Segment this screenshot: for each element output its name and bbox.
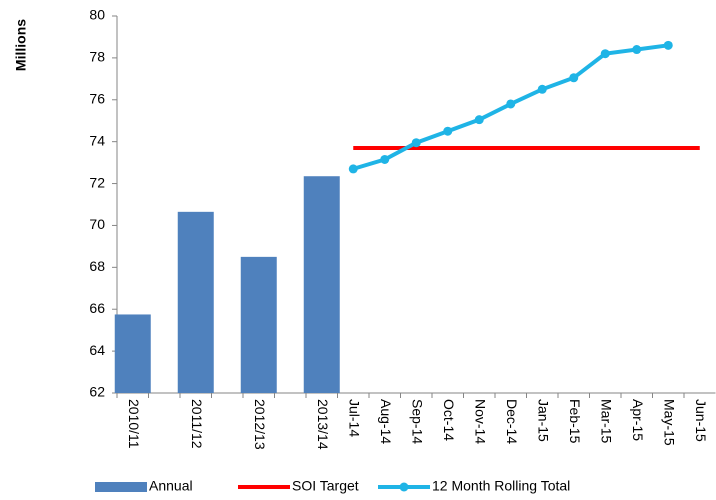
x-tick-label: Jun-15 (693, 399, 709, 442)
y-tick-label: 78 (89, 49, 105, 65)
marker (506, 99, 516, 109)
marker (474, 115, 484, 125)
x-tick-label: Sep-14 (410, 399, 426, 444)
legend-label: 12 Month Rolling Total (432, 478, 570, 494)
bar (177, 211, 214, 393)
legend-marker (399, 482, 409, 492)
y-tick-label: 80 (89, 7, 105, 23)
bar (303, 176, 340, 393)
x-tick-label: Mar-15 (599, 399, 615, 444)
x-tick-label: Oct-14 (441, 399, 457, 441)
x-tick-label: Nov-14 (473, 399, 489, 444)
y-tick-label: 68 (89, 258, 105, 274)
x-tick-label: 2012/13 (252, 399, 268, 450)
legend-swatch (95, 482, 147, 492)
marker (663, 40, 673, 50)
x-tick-label: Dec-14 (504, 399, 520, 444)
legend-label: SOI Target (292, 478, 359, 494)
y-tick-label: 72 (89, 174, 105, 190)
y-tick-label: 66 (89, 300, 105, 316)
x-tick-label: Feb-15 (567, 399, 583, 444)
marker (443, 126, 453, 136)
marker (348, 164, 358, 174)
x-tick-label: 2010/11 (126, 399, 142, 449)
x-tick-label: Aug-14 (378, 399, 394, 444)
marker (411, 138, 421, 148)
y-axis-label: Millions (13, 19, 29, 71)
y-tick-label: 76 (89, 90, 105, 106)
x-tick-label: May-15 (662, 399, 678, 446)
marker (569, 73, 579, 83)
marker (380, 154, 390, 164)
bar (240, 256, 277, 393)
x-tick-label: Apr-15 (630, 399, 646, 441)
x-tick-label: 2011/12 (189, 399, 205, 449)
marker (600, 49, 610, 59)
y-tick-label: 70 (89, 216, 105, 232)
y-tick-label: 62 (89, 384, 105, 400)
bar (114, 314, 151, 393)
y-tick-label: 74 (89, 132, 105, 148)
y-tick-label: 64 (89, 342, 105, 358)
x-tick-label: 2013/14 (315, 399, 331, 450)
x-tick-label: Jan-15 (536, 399, 552, 442)
x-tick-label: Jul-14 (347, 399, 363, 437)
legend-label: Annual (149, 478, 193, 494)
marker (537, 84, 547, 94)
marker (632, 45, 642, 55)
